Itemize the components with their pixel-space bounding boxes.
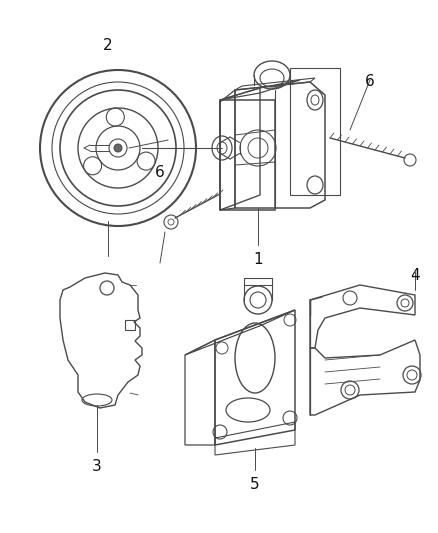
Text: 5: 5 [250, 477, 260, 492]
Text: 1: 1 [253, 252, 263, 267]
Text: 6: 6 [365, 74, 375, 89]
Circle shape [114, 144, 122, 152]
Text: 2: 2 [103, 38, 113, 53]
Text: 3: 3 [92, 459, 102, 474]
Text: 4: 4 [410, 268, 420, 283]
Text: 6: 6 [155, 165, 165, 180]
